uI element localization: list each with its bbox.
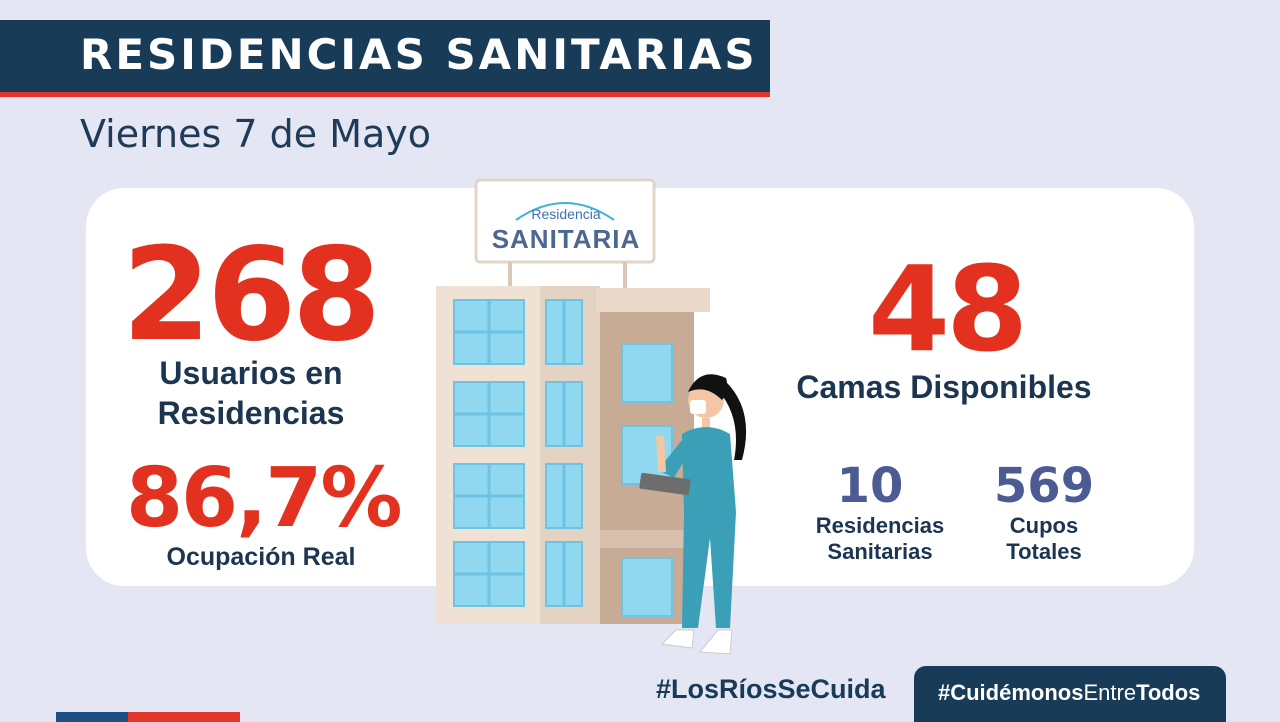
users-label-line2: Residencias — [157, 395, 345, 431]
sign-text-top: Residencia — [531, 206, 601, 222]
beds-label: Camas Disponibles — [796, 369, 1092, 405]
date-label: Viernes 7 de Mayo — [80, 112, 432, 156]
slots-label-line2: Totales — [1006, 539, 1082, 564]
title-banner: RESIDENCIAS SANITARIAS — [0, 20, 770, 97]
residences-label-line2: Sanitarias — [827, 539, 933, 564]
residences-count: 10 — [836, 458, 904, 514]
users-label-line1: Usuarios en — [159, 355, 343, 391]
page-title: RESIDENCIAS SANITARIAS — [80, 30, 758, 79]
hashtag-part-c: Todos — [1136, 680, 1201, 705]
hashtag-part-a: #Cuidémonos — [938, 680, 1084, 705]
footer-stripe-blue — [56, 712, 128, 722]
hashtag-banner: #CuidémonosEntreTodos — [914, 666, 1226, 722]
users-count: 268 — [122, 221, 381, 370]
sign-text-main: SANITARIA — [491, 224, 641, 254]
slots-count: 569 — [993, 458, 1095, 514]
slots-label-line1: Cupos — [1009, 513, 1079, 538]
occupancy-value: 86,7% — [126, 451, 402, 546]
building-illustration — [436, 178, 747, 655]
hashtag-part-b: Entre — [1083, 680, 1137, 705]
footer-stripe-red — [128, 712, 240, 722]
residences-label-line1: Residencias — [815, 513, 945, 538]
hashtag-cuidemonos: #CuidémonosEntreTodos — [938, 680, 1200, 706]
hashtag-los-rios: #LosRíosSeCuida — [656, 674, 886, 704]
occupancy-label: Ocupación Real — [166, 543, 356, 571]
nurse-figure — [639, 374, 747, 655]
beds-count: 48 — [868, 240, 1028, 378]
